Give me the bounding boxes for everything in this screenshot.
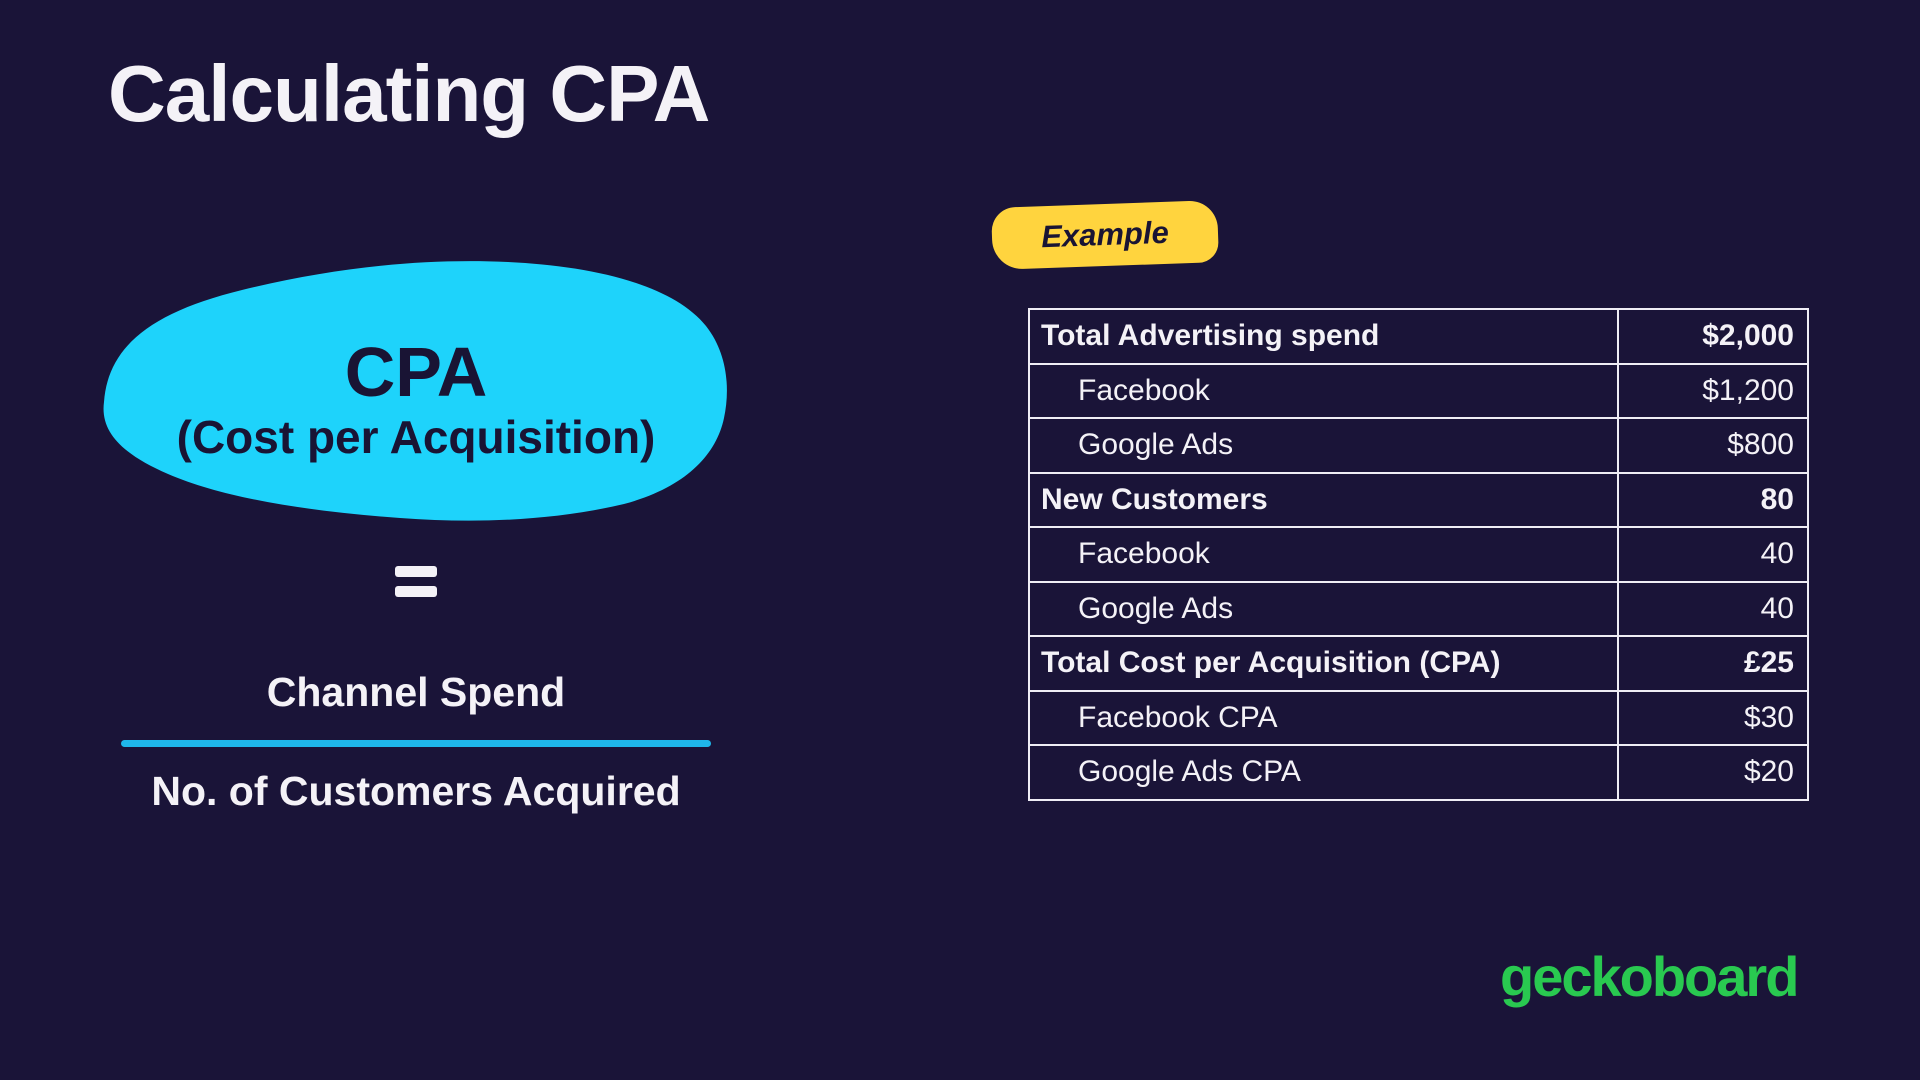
row-value: 80 <box>1617 471 1809 528</box>
cpa-blob: CPA (Cost per Acquisition) <box>100 250 732 526</box>
row-label: Facebook <box>1028 526 1619 583</box>
row-label: Google Ads CPA <box>1028 744 1619 801</box>
fraction-numerator: Channel Spend <box>266 669 566 715</box>
row-value: £25 <box>1617 635 1809 692</box>
row-value: $800 <box>1617 417 1809 474</box>
fraction-divider-line <box>121 740 711 748</box>
row-label: Facebook CPA <box>1028 689 1619 746</box>
example-table: Total Advertising spend $2,000 Facebook … <box>1028 308 1809 801</box>
row-value: $20 <box>1617 744 1809 801</box>
row-value: $2,000 <box>1617 308 1809 365</box>
row-value: $30 <box>1617 689 1809 746</box>
row-label: Google Ads <box>1028 417 1619 474</box>
row-label: New Customers <box>1028 471 1619 528</box>
geckoboard-logo: geckoboard <box>1500 945 1799 1008</box>
fraction-denominator: No. of Customers Acquired <box>151 768 681 815</box>
cpa-label-group: CPA (Cost per Acquisition) <box>100 250 732 526</box>
row-label: Facebook <box>1028 362 1619 419</box>
equals-bar-bottom <box>395 586 437 597</box>
row-label: Total Cost per Acquisition (CPA) <box>1028 635 1619 692</box>
table-row-total-cpa: Total Cost per Acquisition (CPA) £25 <box>1028 635 1809 692</box>
equals-sign: = <box>100 566 732 597</box>
table-row-facebook-cpa: Facebook CPA $30 <box>1028 689 1809 746</box>
blob-shape <box>103 261 727 521</box>
table-row-new-customers: New Customers 80 <box>1028 471 1809 528</box>
example-badge: Example <box>990 200 1220 270</box>
formula-fraction: Channel Spend No. of Customers Acquired <box>100 666 732 816</box>
table-row-google-ads-customers: Google Ads 40 <box>1028 580 1809 637</box>
row-value: 40 <box>1617 580 1809 637</box>
table-row-facebook-customers: Facebook 40 <box>1028 526 1809 583</box>
table-row-total-ad-spend: Total Advertising spend $2,000 <box>1028 308 1809 365</box>
row-label: Google Ads <box>1028 580 1619 637</box>
table-row-google-ads-cpa: Google Ads CPA $20 <box>1028 744 1809 801</box>
row-value: 40 <box>1617 526 1809 583</box>
equals-bar-top <box>395 566 437 577</box>
page-title: Calculating CPA <box>108 49 710 138</box>
row-label: Total Advertising spend <box>1028 308 1619 365</box>
cpa-expansion: (Cost per Acquisition) <box>176 411 656 463</box>
example-badge-label: Example <box>1040 214 1170 255</box>
cpa-acronym: CPA <box>344 332 488 411</box>
table-row-google-ads-spend: Google Ads $800 <box>1028 417 1809 474</box>
table-row-facebook-spend: Facebook $1,200 <box>1028 362 1809 419</box>
row-value: $1,200 <box>1617 362 1809 419</box>
